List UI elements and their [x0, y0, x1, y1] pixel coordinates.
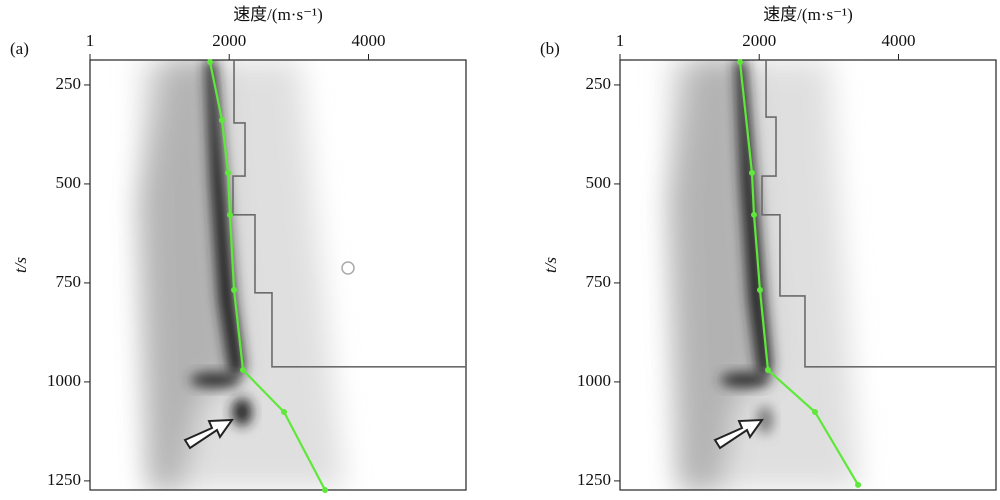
x-tick-label: 4000: [352, 31, 386, 50]
pick-point: [764, 367, 771, 374]
panel-label: (b): [540, 39, 560, 58]
y-tick-label: 1000: [47, 371, 81, 390]
pick-point: [750, 211, 757, 218]
velocity-pick-line: [208, 61, 327, 491]
panel-label: (a): [10, 39, 29, 58]
y-axis-label: t/s: [541, 257, 560, 273]
arrow: [183, 418, 234, 450]
pick-point: [225, 169, 232, 176]
y-tick-label: 750: [56, 272, 82, 291]
y-axis-label: t/s: [11, 257, 30, 273]
pick-point: [811, 408, 818, 415]
pick-point: [231, 287, 238, 294]
arrow: [713, 418, 764, 450]
y-tick-label: 500: [586, 173, 612, 192]
axis-title: 速度/(m·s⁻¹): [763, 5, 853, 24]
y-tick-label: 250: [56, 74, 82, 93]
y-tick-label: 500: [56, 173, 82, 192]
interval-velocity-line: [761, 60, 996, 368]
y-tick-label: 750: [586, 272, 612, 291]
pick-point: [748, 169, 755, 176]
y-tick-label: 1000: [577, 371, 611, 390]
pick-point: [322, 487, 329, 493]
x-tick-label: 4000: [882, 31, 916, 50]
semblance-a: [140, 60, 355, 490]
pick-point: [281, 408, 288, 415]
axis-title: 速度/(m·s⁻¹): [233, 5, 323, 24]
y-tick-label: 250: [586, 74, 612, 93]
pick-point: [736, 58, 743, 65]
pick-point: [240, 367, 247, 374]
x-tick-label: 2000: [742, 31, 776, 50]
pick-point: [226, 211, 233, 218]
pick-point: [206, 58, 213, 65]
pick-point: [218, 117, 225, 124]
semblance-b: [668, 60, 860, 490]
x-tick-label: 2000: [212, 31, 246, 50]
x-tick-label: 1: [86, 31, 95, 50]
pick-point: [855, 481, 862, 488]
pick-point: [756, 287, 763, 294]
plot-frame: [89, 59, 467, 491]
x-tick-label: 1: [616, 31, 625, 50]
plot-frame: [619, 59, 997, 491]
y-tick-label: 1250: [47, 470, 81, 489]
y-tick-label: 1250: [577, 470, 611, 489]
